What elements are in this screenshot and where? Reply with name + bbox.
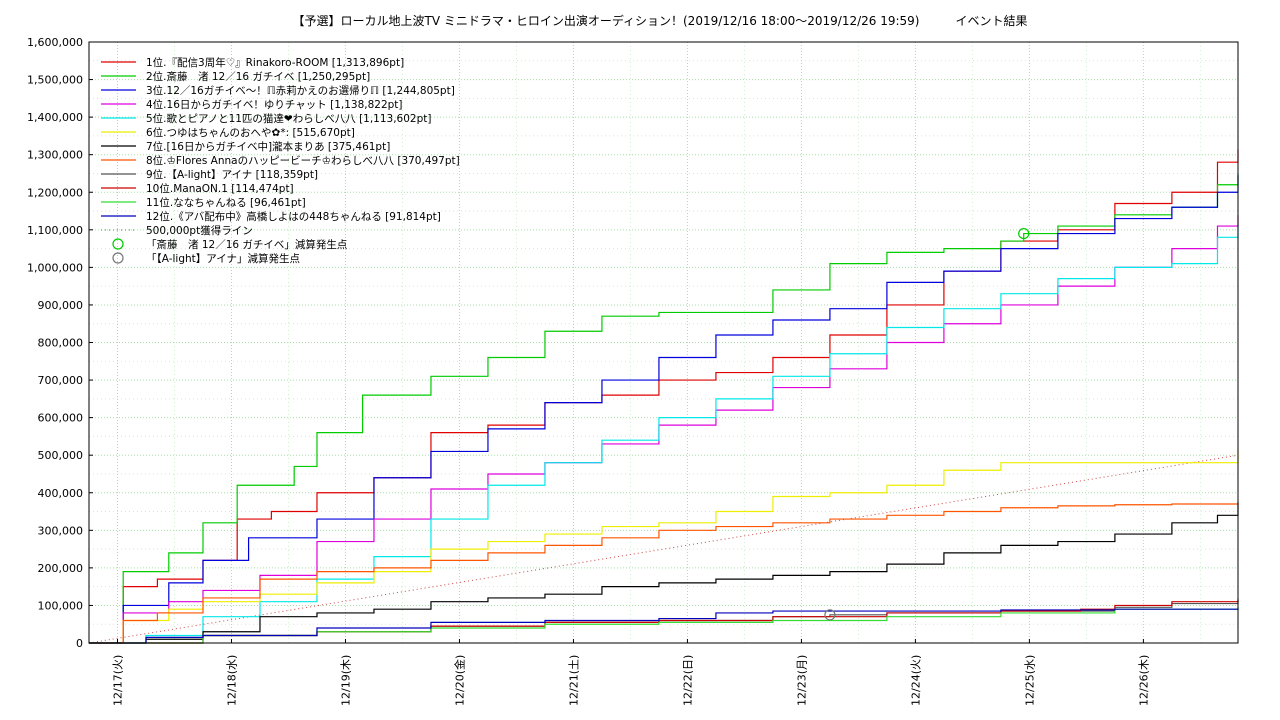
legend-label: 1位.『配信3周年♡』Rinakoro-ROOM [1,313,896pt] — [146, 56, 404, 69]
series-group — [89, 149, 1239, 644]
y-tick-label: 400,000 — [38, 487, 84, 500]
series-line-1 — [89, 149, 1239, 644]
x-tick-label: 12/26(木) — [1137, 655, 1150, 706]
x-axis: 12/17(火) 12/18(水) 12/19(木) 12/20(金) 12/21(土)… — [111, 639, 1150, 706]
y-tick-label: 1,100,000 — [27, 224, 83, 237]
series-line-11 — [89, 606, 1239, 644]
y-tick-label: 100,000 — [38, 599, 84, 612]
x-tick-label: 12/18(水) — [225, 655, 238, 706]
x-tick-label: 12/17(火) — [111, 655, 124, 706]
series-line-6 — [89, 449, 1239, 644]
legend-label: 3位.12／16ガチイベ〜！ℿ赤莉かえのお選帰りℿ [1,244,805pt] — [146, 84, 455, 97]
series-line-10 — [89, 600, 1239, 644]
x-tick-label: 12/22(日) — [681, 655, 694, 706]
legend-label: 「斎藤 渚 12／16 ガチイベ」減算発生点 — [146, 238, 347, 251]
series-line-7 — [89, 501, 1239, 644]
series-line-8 — [89, 503, 1239, 644]
legend-label: 9位.【A-light】アイナ [118,359pt] — [146, 168, 318, 181]
deduction-marker-2 — [824, 609, 836, 621]
x-tick-label: 12/19(木) — [339, 655, 352, 706]
series-line-2 — [89, 173, 1239, 644]
y-tick-label: 1,200,000 — [27, 186, 83, 199]
y-tick-label: 1,600,000 — [27, 36, 83, 49]
y-tick-label: 700,000 — [38, 374, 84, 387]
grid — [89, 42, 1238, 643]
x-tick-label: 12/20(金) — [452, 655, 466, 706]
legend-label: 500,000pt獲得ライン — [146, 224, 253, 237]
series-line-3 — [89, 175, 1239, 644]
x-tick-label: 12/24(火) — [909, 655, 922, 706]
legend-label: 7位.[16日からガチイベ中]瀧本まりあ [375,461pt] — [146, 140, 390, 153]
legend-label: 8位.♔Flores Annaのハッピービーチ♔わらしべ八八 [370,497p… — [146, 154, 460, 167]
y-tick-label: 800,000 — [38, 337, 84, 350]
chart-title: 【予選】ローカル地上波TV ミニドラマ・ヒロイン出演オーディション！(2019/… — [292, 13, 1027, 28]
legend-marker — [112, 238, 124, 250]
x-tick-label: 12/23(月) — [795, 655, 808, 706]
y-tick-label: 300,000 — [38, 524, 84, 537]
deduction-marker-1 — [1018, 227, 1030, 240]
y-tick-label: 500,000 — [38, 449, 84, 462]
y-tick-label: 1,400,000 — [27, 111, 83, 124]
legend-marker — [112, 252, 124, 264]
legend-label: 6位.つゆはちゃんのおへや✿*: [515,670pt] — [146, 126, 355, 139]
series-line-5 — [89, 224, 1239, 644]
y-tick-label: 900,000 — [38, 299, 84, 312]
legend-label: 11位.ななちゃんねる [96,461pt] — [146, 196, 306, 209]
series-line-12 — [89, 608, 1239, 644]
y-tick-label: 1,500,000 — [27, 74, 83, 87]
y-tick-label: 600,000 — [38, 412, 84, 425]
legend-label: 2位.斎藤 渚 12／16 ガチイベ [1,250,295pt] — [146, 70, 370, 83]
legend-label: 5位.歌とピアノと11匹の猫達❤わらしべ八八 [1,113,602pt] — [146, 112, 431, 125]
marker-group — [824, 227, 1030, 621]
legend-label: 10位.ManaON.1 [114,474pt] — [146, 182, 294, 195]
y-tick-label: 1,000,000 — [27, 261, 83, 274]
x-tick-label: 12/21(土) — [567, 655, 580, 706]
legend-label: 4位.16日からガチイベ！ゆりチャット [1,138,822pt] — [146, 98, 403, 111]
legend: 1位.『配信3周年♡』Rinakoro-ROOM [1,313,896pt]2位… — [101, 56, 460, 265]
legend-label: 「【A-light】アイナ」減算発生点 — [146, 252, 300, 265]
y-tick-label: 1,300,000 — [27, 149, 83, 162]
legend-label: 12位.《アバ配布中》高橋しよはの448ちゃんねる [91,814pt] — [146, 210, 441, 223]
x-tick-label: 12/25(水) — [1023, 655, 1036, 706]
y-tick-label: 200,000 — [38, 562, 84, 575]
y-axis: 0 100,000 200,000 300,000 400,000 500,000 600,… — [27, 36, 93, 650]
y-tick-label: 0 — [76, 637, 83, 650]
